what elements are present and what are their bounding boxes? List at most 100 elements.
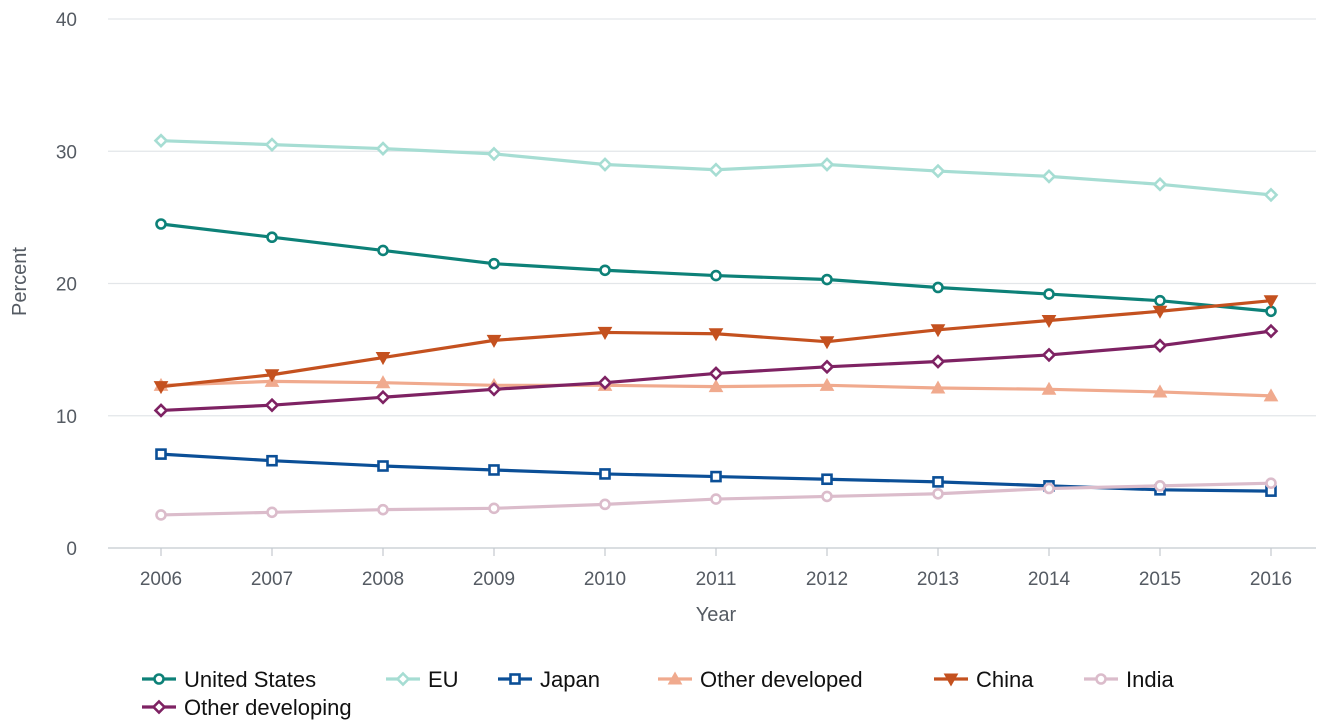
legend-marker bbox=[395, 671, 411, 687]
series-china bbox=[153, 295, 1279, 395]
data-point bbox=[599, 264, 611, 277]
data-point bbox=[377, 244, 389, 257]
data-point bbox=[932, 476, 944, 488]
data-point bbox=[1152, 305, 1168, 319]
legend-item-china[interactable]: China bbox=[934, 667, 1034, 692]
legend-label: Other developing bbox=[184, 695, 352, 720]
data-point bbox=[1263, 323, 1279, 339]
data-point bbox=[155, 448, 167, 460]
data-point bbox=[821, 473, 833, 486]
data-point bbox=[821, 273, 833, 286]
x-tick-label: 2009 bbox=[473, 569, 515, 590]
data-point bbox=[264, 137, 280, 152]
data-point bbox=[155, 218, 167, 230]
data-point bbox=[708, 366, 724, 381]
data-point bbox=[153, 133, 169, 149]
legend: United States EU Japan Other developed China… bbox=[142, 667, 1174, 720]
data-point bbox=[1152, 384, 1168, 398]
legend-label: India bbox=[1126, 667, 1174, 692]
data-point bbox=[1265, 477, 1277, 489]
data-point bbox=[597, 326, 613, 340]
data-point bbox=[264, 397, 280, 413]
legend-item-united-states[interactable]: United States bbox=[142, 667, 316, 692]
data-point bbox=[819, 336, 835, 350]
legend-label: EU bbox=[428, 667, 459, 692]
x-tick-label: 2015 bbox=[1139, 569, 1181, 590]
data-point bbox=[1263, 388, 1279, 402]
series-india bbox=[155, 477, 1277, 521]
data-point bbox=[708, 162, 724, 178]
data-point bbox=[597, 157, 613, 172]
y-tick-label: 40 bbox=[56, 10, 77, 31]
data-point bbox=[1041, 381, 1057, 395]
data-point bbox=[821, 490, 833, 503]
data-point bbox=[1152, 338, 1168, 353]
legend-item-japan[interactable]: Japan bbox=[498, 667, 600, 692]
legend-item-other-developed[interactable]: Other developed bbox=[658, 667, 863, 692]
legend-marker bbox=[1095, 673, 1107, 685]
data-point bbox=[488, 257, 500, 270]
x-tick-label: 2010 bbox=[584, 569, 626, 590]
legend-label: Japan bbox=[540, 667, 600, 692]
data-point bbox=[930, 324, 946, 338]
data-point bbox=[375, 389, 391, 405]
x-tick-label: 2013 bbox=[917, 569, 959, 590]
x-axis-title: Year bbox=[696, 604, 737, 626]
x-axis-ticks: 2006 2007 2008 2009 2010 2011 2012 2013 2014 2015… bbox=[140, 548, 1292, 590]
data-point bbox=[486, 381, 502, 397]
x-tick-label: 2007 bbox=[251, 569, 293, 590]
legend-marker bbox=[153, 673, 165, 685]
data-point bbox=[153, 403, 169, 418]
legend-item-india[interactable]: India bbox=[1084, 667, 1174, 692]
x-tick-label: 2011 bbox=[696, 569, 737, 590]
data-point bbox=[708, 379, 724, 393]
y-tick-label: 20 bbox=[56, 275, 77, 296]
legend-marker bbox=[667, 671, 683, 685]
grid-lines bbox=[108, 18, 1316, 549]
series-line bbox=[159, 222, 1273, 313]
data-point bbox=[1263, 295, 1279, 309]
y-tick-label: 0 bbox=[66, 539, 77, 560]
data-point bbox=[488, 502, 500, 515]
data-point bbox=[930, 380, 946, 394]
data-point bbox=[710, 269, 722, 282]
data-point bbox=[486, 334, 502, 348]
data-point bbox=[1263, 187, 1279, 203]
data-point bbox=[599, 498, 611, 511]
data-point bbox=[377, 503, 389, 516]
series-eu bbox=[153, 133, 1279, 203]
data-point bbox=[932, 487, 944, 500]
series-other-developing bbox=[153, 323, 1279, 418]
data-point bbox=[1152, 176, 1168, 192]
y-tick-label: 30 bbox=[56, 142, 77, 163]
legend-marker bbox=[509, 673, 521, 685]
data-point bbox=[155, 509, 167, 521]
data-point bbox=[266, 506, 278, 519]
legend-item-other-developing[interactable]: Other developing bbox=[142, 695, 352, 720]
data-point bbox=[932, 281, 944, 294]
series-japan bbox=[155, 448, 1277, 497]
data-point bbox=[1043, 288, 1055, 300]
x-tick-label: 2016 bbox=[1250, 569, 1292, 590]
x-tick-label: 2008 bbox=[362, 569, 404, 590]
data-point bbox=[819, 359, 835, 375]
data-point bbox=[708, 328, 724, 342]
y-axis-title: Percent bbox=[9, 247, 31, 316]
legend-label: Other developed bbox=[700, 667, 863, 692]
legend-label: United States bbox=[184, 667, 316, 692]
data-point bbox=[1154, 480, 1166, 492]
data-point bbox=[1041, 169, 1057, 184]
series-group bbox=[153, 133, 1279, 521]
data-point bbox=[153, 381, 169, 395]
data-point bbox=[710, 470, 722, 483]
data-point bbox=[819, 377, 835, 391]
legend-marker bbox=[943, 673, 959, 687]
data-point bbox=[599, 468, 611, 480]
x-tick-label: 2012 bbox=[806, 569, 848, 590]
legend-item-eu[interactable]: EU bbox=[386, 667, 459, 692]
data-point bbox=[375, 375, 391, 389]
data-point bbox=[266, 231, 278, 244]
data-point bbox=[375, 352, 391, 366]
data-point bbox=[1041, 347, 1057, 363]
